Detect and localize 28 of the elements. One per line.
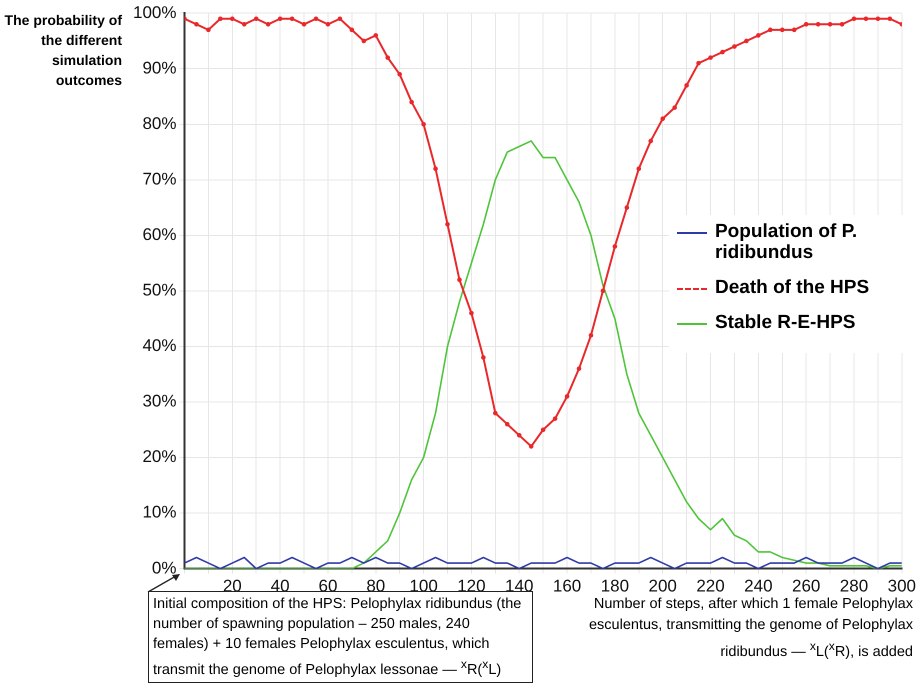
- y-tick-label: 20%: [142, 447, 176, 466]
- x-tick-label: 260: [792, 576, 820, 596]
- x-tick-label: 160: [552, 576, 582, 596]
- legend-label: Stable R-E-HPS: [715, 312, 856, 333]
- y-tick-label: 30%: [142, 392, 176, 411]
- x-tick-label: 80: [366, 576, 386, 596]
- x-tick-label: 40: [270, 576, 290, 596]
- y-axis-title: The probability of the different simulation outcomes: [4, 11, 122, 90]
- legend-label: Population of P. ridibundus: [715, 221, 858, 263]
- legend-label: Death of the HPS: [715, 277, 870, 298]
- y-tick-label: 100%: [132, 2, 176, 22]
- y-tick-label: 60%: [142, 225, 176, 244]
- y-tick-label: 10%: [142, 502, 176, 522]
- y-tick-label: 70%: [142, 170, 176, 189]
- x-tick-label: 180: [600, 576, 630, 596]
- y-tick-label: 80%: [142, 114, 176, 133]
- y-tick-label: 90%: [142, 58, 176, 78]
- y-tick-label: 0%: [152, 558, 176, 578]
- x-tick-label: 200: [648, 576, 677, 596]
- text: Initial composition of the HPS: Pelophylax ridibundus (the number of spawning population – 250 males, 240 females) + 10 females Pelophylax esculentus, which transmit the genome of Pelophylax lessonae — $^{x}$R($^{x}$L): [153, 596, 522, 678]
- x-tick-label: 220: [696, 576, 725, 596]
- x-tick-label: 240: [744, 576, 773, 596]
- x-tick-label: 280: [840, 576, 868, 596]
- y-tick-label: 40%: [142, 336, 176, 356]
- x-tick-label: 60: [318, 576, 338, 596]
- x-tick-label: 300: [888, 576, 916, 596]
- y-tick-label: 50%: [142, 280, 176, 300]
- x-axis-title: Number of steps, after which 1 female Pelophylax esculentus, transmitting the genome of Pelophylax ridibundus — $^{x}$L($^{x}$R), is added: [588, 595, 913, 662]
